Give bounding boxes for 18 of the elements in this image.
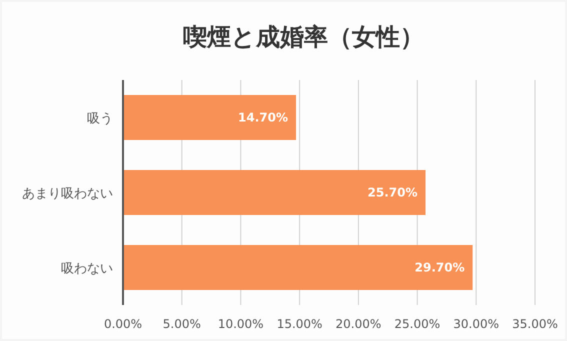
y-tick-label: 吸う [87,112,113,126]
x-tick-label: 0.00% [104,317,142,331]
x-tick-label: 5.00% [162,317,201,331]
x-tick-label: 20.00% [336,317,382,331]
y-tick-label: あまり吸わない [22,186,113,202]
bar [123,95,296,140]
data-label: 14.70% [238,110,288,124]
chart-title: 喫煙と成婚率（女性） [183,23,424,51]
x-tick-label: 35.00% [512,317,558,331]
bar [123,245,473,290]
x-tick-label: 30.00% [453,317,500,331]
data-label: 25.70% [368,186,418,200]
x-tick-label: 25.00% [394,317,440,331]
y-tick-label: 吸わない [61,262,113,276]
data-label: 29.70% [414,260,465,274]
x-tick-label: 10.00% [218,317,264,331]
bar [123,170,426,215]
x-tick-label: 15.00% [276,317,322,331]
